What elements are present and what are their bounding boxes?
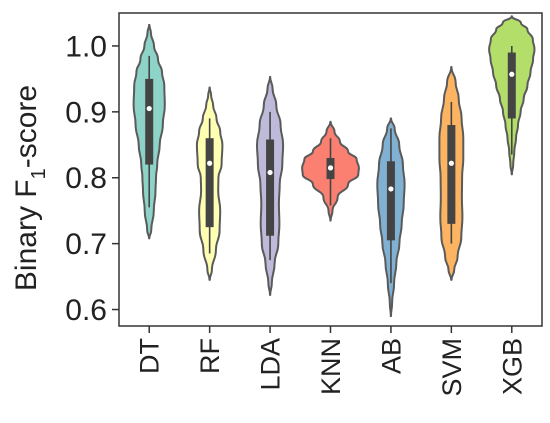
violin-median-rf: [207, 160, 213, 166]
y-tick-label-0.8: 0.8: [65, 162, 107, 195]
plot-frame: [118, 12, 543, 327]
x-tick-label-knn: KNN: [316, 338, 346, 395]
y-tick-label-0.6: 0.6: [65, 294, 107, 327]
violin-median-ab: [388, 186, 394, 192]
violin-iqr-rf: [205, 138, 214, 228]
y-tick-label-0.9: 0.9: [65, 96, 107, 129]
violin-iqr-xgb: [507, 52, 516, 119]
y-axis: 0.6 0.7 0.8 0.9 1.0: [65, 30, 119, 327]
violin-iqr-ab: [386, 161, 395, 241]
violin-dt: [132, 23, 166, 240]
y-axis-label: Binary F1-score: [10, 85, 50, 291]
violin-rf: [195, 86, 224, 281]
violin-lda: [256, 75, 285, 296]
violin-ab: [376, 117, 406, 318]
x-tick-label-xgb: XGB: [497, 338, 527, 395]
violin-iqr-svm: [447, 125, 456, 224]
y-axis-label-suffix: -score: [10, 85, 43, 168]
violin-median-knn: [327, 165, 334, 171]
violin-xgb: [488, 15, 536, 176]
y-axis-label-prefix: Binary F: [10, 179, 43, 291]
violin-median-svm: [448, 160, 454, 166]
violin-svm: [438, 66, 465, 281]
violin-median-xgb: [509, 71, 515, 77]
x-tick-label-lda: LDA: [256, 338, 286, 391]
y-axis-label-subscript: 1: [28, 168, 50, 179]
violin-knn: [301, 120, 360, 222]
y-tick-label-1.0: 1.0: [65, 30, 107, 63]
violin-iqr-lda: [266, 139, 275, 236]
x-tick-label-rf: RF: [195, 338, 225, 374]
x-tick-label-svm: SVM: [437, 338, 467, 397]
violin-iqr-dt: [145, 78, 154, 165]
y-tick-label-0.7: 0.7: [65, 228, 107, 261]
x-tick-label-ab: AB: [376, 338, 406, 374]
violin-median-dt: [146, 105, 152, 112]
violin-layer: [132, 15, 536, 318]
x-axis: DT RF LDA KNN AB SVM XGB: [135, 326, 527, 397]
violin-median-lda: [267, 169, 273, 176]
x-tick-label-dt: DT: [135, 338, 165, 374]
